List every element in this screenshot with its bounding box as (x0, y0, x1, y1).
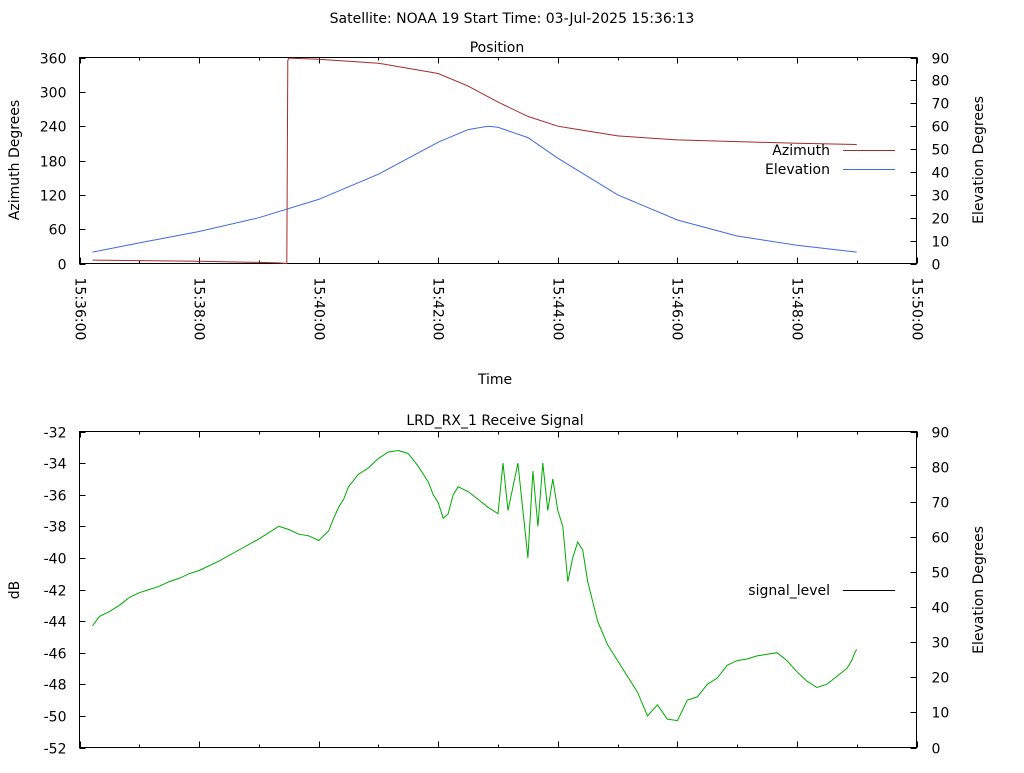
position-y-axis-label: Azimuth Degrees (7, 100, 23, 220)
y-tick-label: 180 (40, 155, 67, 171)
x-tick-label: 15:36:00 (72, 278, 88, 341)
position-plot-frame (79, 57, 917, 264)
signal-series (92, 449, 858, 722)
position-title: Position (470, 40, 525, 56)
y2-tick-label: 30 (932, 636, 950, 652)
x-tick-label: 15:42:00 (430, 278, 446, 341)
y-tick-label: 120 (40, 189, 67, 205)
x-tick-label: 15:50:00 (909, 278, 925, 341)
y2-tick-label: 0 (932, 258, 941, 274)
y-tick-label: -38 (44, 520, 67, 536)
y2-tick-label: 0 (932, 742, 941, 758)
series-line-elevation (92, 125, 857, 253)
y-tick-label: -52 (44, 742, 67, 758)
y2-tick-label: 80 (932, 461, 950, 477)
y2-tick-label: 20 (932, 212, 950, 228)
y2-tick-label: 70 (932, 97, 950, 113)
position-legend: Azimuth Elevation (765, 143, 895, 178)
signal-legend: signal_level (748, 583, 895, 599)
y-tick-label: 0 (58, 258, 67, 274)
y-tick-label: -50 (44, 710, 67, 726)
y2-tick-label: 50 (932, 566, 950, 582)
y-tick-label: 360 (40, 52, 67, 68)
y-tick-label: -36 (44, 489, 67, 505)
y-tick-label: -48 (44, 678, 67, 694)
position-x-axis-label: Time (477, 372, 512, 388)
y2-tick-label: 70 (932, 496, 950, 512)
y2-tick-label: 40 (932, 601, 950, 617)
position-panel: Position 15:36:00 15:38:00 15:40:00 15:42:0… (7, 40, 987, 388)
signal-y2-axis-label: Elevation Degrees (971, 526, 987, 654)
series-line-signal-level (92, 449, 858, 722)
legend-label-signal-level: signal_level (748, 583, 830, 599)
y-tick-label: -34 (44, 457, 67, 473)
x-tick-label: 15:38:00 (191, 278, 207, 341)
y-tick-label: -44 (44, 615, 67, 631)
signal-title: LRD_RX_1 Receive Signal (406, 413, 583, 429)
main-title: Satellite: NOAA 19 Start Time: 03-Jul-20… (330, 11, 695, 27)
legend-label-azimuth: Azimuth (772, 143, 830, 159)
y2-tick-label: 90 (932, 426, 950, 442)
y2-tick-label: 60 (932, 531, 950, 547)
y-tick-label: -32 (44, 426, 67, 442)
y2-tick-label: 60 (932, 120, 950, 136)
y2-tick-label: 50 (932, 143, 950, 159)
position-series (92, 57, 857, 265)
y-tick-label: 300 (40, 86, 67, 102)
y-tick-label: 60 (49, 223, 67, 239)
signal-y-axis-label: dB (7, 581, 23, 600)
position-y2-axis-label: Elevation Degrees (971, 96, 987, 224)
legend-label-elevation: Elevation (765, 162, 830, 178)
signal-ticks: -52 -50 -48 -46 -44 -42 -40 -38 -36 -34 -32 0 10 20 30… (44, 426, 950, 758)
position-ticks: 15:36:00 15:38:00 15:40:00 15:42:00 15:44:00… (40, 52, 950, 341)
x-tick-label: 15:44:00 (550, 278, 566, 341)
y-tick-label: -42 (44, 584, 67, 600)
y-tick-label: -46 (44, 647, 67, 663)
y2-tick-label: 10 (932, 706, 950, 722)
y-tick-label: 240 (40, 120, 67, 136)
y2-tick-label: 20 (932, 671, 950, 687)
x-tick-label: 15:46:00 (669, 278, 685, 341)
y2-tick-label: 30 (932, 189, 950, 205)
y2-tick-label: 10 (932, 235, 950, 251)
x-tick-label: 15:40:00 (311, 278, 327, 341)
x-tick-label: 15:48:00 (789, 278, 805, 341)
signal-panel: LRD_RX_1 Receive Signal -52-50-48-46-44-… (7, 413, 987, 758)
series-line-azimuth (92, 57, 857, 265)
y2-tick-label: 40 (932, 166, 950, 182)
y-tick-label: -40 (44, 552, 67, 568)
y2-tick-label: 80 (932, 74, 950, 90)
y2-tick-label: 90 (932, 52, 950, 68)
